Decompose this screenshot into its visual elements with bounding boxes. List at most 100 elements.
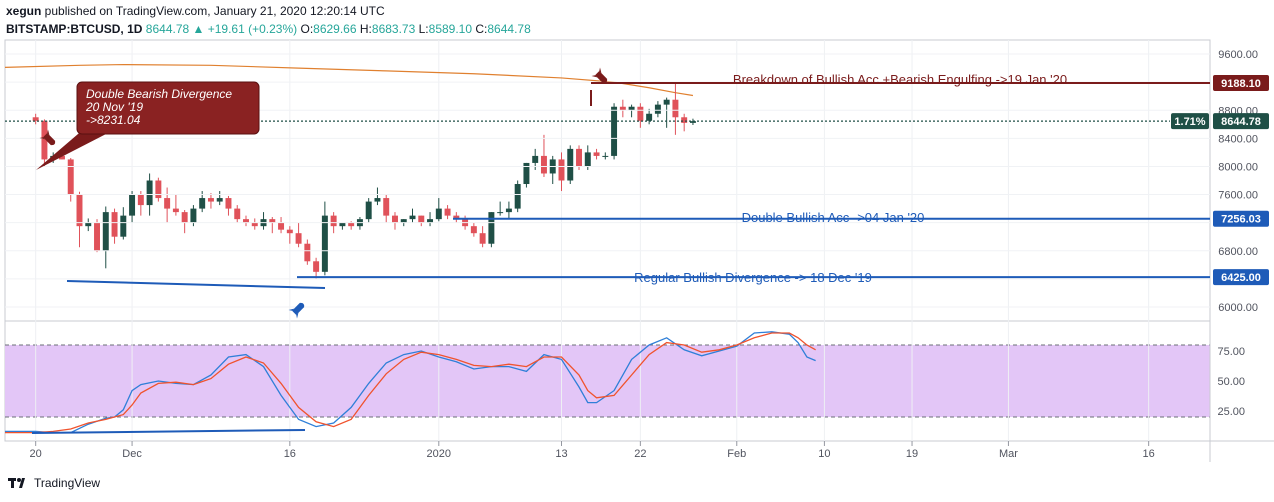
candle-body: [120, 215, 127, 237]
candle-body: [251, 222, 258, 227]
price-label-text: 9188.10: [1221, 78, 1261, 90]
candle-body: [41, 120, 48, 160]
candle-body: [286, 229, 293, 234]
candle: [243, 215, 249, 227]
author-name[interactable]: xegun: [6, 4, 42, 18]
y-tick-label: 7600.00: [1218, 190, 1258, 202]
candle: [672, 83, 679, 135]
candle: [374, 187, 381, 206]
candle: [637, 103, 644, 128]
candle-body: [32, 117, 39, 121]
candle-body: [558, 159, 565, 181]
candle: [304, 239, 311, 265]
candle-body: [418, 215, 425, 223]
candle-body: [584, 152, 591, 167]
candle-body: [523, 162, 530, 185]
stoch-k-line: [5, 331, 816, 434]
candle-body: [278, 222, 285, 230]
x-tick-label: Feb: [727, 448, 746, 460]
candle: [497, 201, 504, 216]
candle-body: [663, 99, 670, 105]
candle: [286, 226, 293, 244]
candle-body: [672, 99, 679, 118]
regular-bullish-annotation: Regular Bullish Divergence -> 18 Dec '19: [634, 270, 872, 285]
y-tick-label: 6000.00: [1218, 302, 1258, 314]
candle-body: [488, 212, 495, 244]
candle: [593, 148, 600, 160]
y-tick-label: 8000.00: [1218, 161, 1258, 173]
candle: [584, 145, 591, 170]
candle-body: [374, 198, 381, 202]
high-key: H:: [359, 22, 372, 36]
candle-body: [164, 198, 171, 209]
candle: [76, 191, 83, 248]
candle-body: [146, 180, 153, 206]
x-tick-label: Mar: [999, 448, 1018, 460]
candle-body: [339, 222, 346, 227]
candle-body: [479, 233, 486, 244]
candle-body: [540, 155, 547, 174]
price-label-text: 6425.00: [1221, 272, 1261, 284]
candle: [278, 217, 285, 234]
candle-body: [611, 106, 618, 156]
candle-body: [295, 233, 302, 244]
double-bullish-annotation: Double Bullish Acc ->04 Jan '20: [742, 210, 925, 225]
candle: [234, 205, 241, 223]
candle: [418, 215, 425, 227]
candle-body: [243, 219, 249, 223]
footer-brand[interactable]: TradingView: [34, 476, 101, 490]
candle-body: [181, 212, 188, 223]
candle-body: [505, 208, 512, 213]
published-text: published on TradingView.com, January 21…: [41, 4, 385, 18]
callout-line-3: ->8231.04: [86, 113, 141, 127]
candle-body: [453, 215, 460, 220]
moving-average-line: [4, 63, 694, 97]
x-tick-label: 19: [906, 448, 918, 460]
candle-body: [207, 198, 214, 202]
candle-body: [58, 155, 65, 160]
candle: [567, 145, 574, 185]
candle: [540, 134, 547, 177]
candle-body: [199, 198, 206, 209]
price-label-box: [1213, 74, 1269, 91]
x-tick-label: 20: [30, 448, 42, 460]
candle: [392, 212, 398, 230]
ohlc-legend: BITSTAMP:BTCUSD, 1D 8644.78 ▲ +19.61 (+0…: [6, 22, 531, 36]
candle: [427, 212, 434, 227]
candle-body: [619, 106, 626, 111]
candle-body: [444, 208, 451, 216]
candle: [225, 195, 232, 216]
candle: [470, 222, 477, 237]
close-value: 8644.78: [487, 22, 531, 36]
tradingview-logo-icon[interactable]: [8, 476, 30, 490]
candle-body: [172, 208, 179, 213]
candle-body: [234, 208, 241, 220]
candle-body: [593, 152, 600, 156]
candle-body: [137, 194, 144, 206]
price-change: ▲ +19.61 (+0.23%): [192, 22, 298, 36]
candle-body: [628, 106, 635, 111]
candle: [365, 198, 372, 223]
low-key: L:: [418, 22, 429, 36]
candle-body: [129, 194, 136, 216]
candle: [619, 99, 626, 118]
candle-body: [330, 215, 337, 227]
x-tick-label: 16: [1143, 448, 1155, 460]
candle-body: [400, 219, 407, 223]
stoch-tick-label: 25.00: [1217, 406, 1245, 418]
candle: [251, 218, 258, 230]
bearish-callout[interactable]: Double Bearish Divergence 20 Nov '19 ->8…: [36, 81, 260, 170]
candle-body: [470, 226, 477, 234]
candle-body: [689, 121, 696, 123]
candle: [164, 187, 171, 223]
candle-body: [427, 219, 434, 223]
candle-body: [497, 212, 504, 214]
callout-line-2: 20 Nov '19: [85, 100, 143, 114]
y-tick-label: 8400.00: [1218, 133, 1258, 145]
candle: [269, 217, 276, 234]
candle: [523, 162, 530, 188]
open-value: 8629.66: [313, 22, 357, 36]
candle-body: [348, 222, 355, 227]
candle: [313, 257, 320, 279]
